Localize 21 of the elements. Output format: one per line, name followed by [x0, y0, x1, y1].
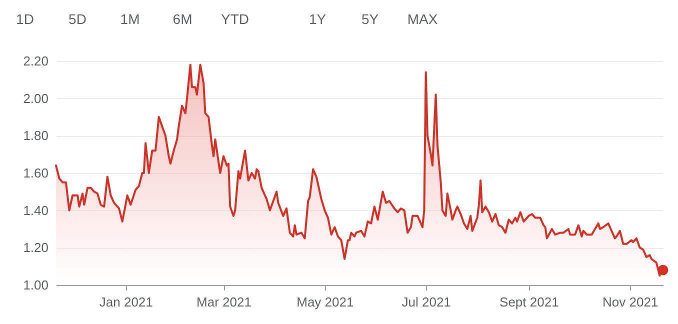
y-tick-label: 2.00	[23, 90, 48, 106]
text: 1Y	[308, 11, 327, 27]
text: 5D	[68, 11, 86, 27]
y-tick-label: 1.00	[23, 278, 48, 292]
x-tick-label: Jul 2021	[402, 294, 451, 310]
x-tick-label: Mar 2021	[196, 294, 252, 310]
y-tick-label: 1.80	[23, 128, 48, 144]
y-tick-label: 2.20	[23, 54, 48, 68]
text: 5Y	[361, 11, 380, 27]
x-tick-label: May 2021	[296, 294, 354, 310]
text: YTD	[221, 11, 249, 27]
text: 1D	[16, 11, 34, 27]
text: 1M	[120, 11, 140, 27]
y-tick-label: 1.60	[23, 166, 48, 180]
x-tick-label: Jan 2021	[99, 294, 153, 310]
x-tick-label: Sept 2021	[500, 294, 559, 310]
text: MAX	[407, 11, 438, 27]
y-tick-label: 1.40	[23, 202, 48, 218]
y-tick-label: 1.20	[23, 240, 48, 256]
x-tick-label: Nov 2021	[602, 294, 658, 310]
text: 6M	[172, 11, 192, 27]
